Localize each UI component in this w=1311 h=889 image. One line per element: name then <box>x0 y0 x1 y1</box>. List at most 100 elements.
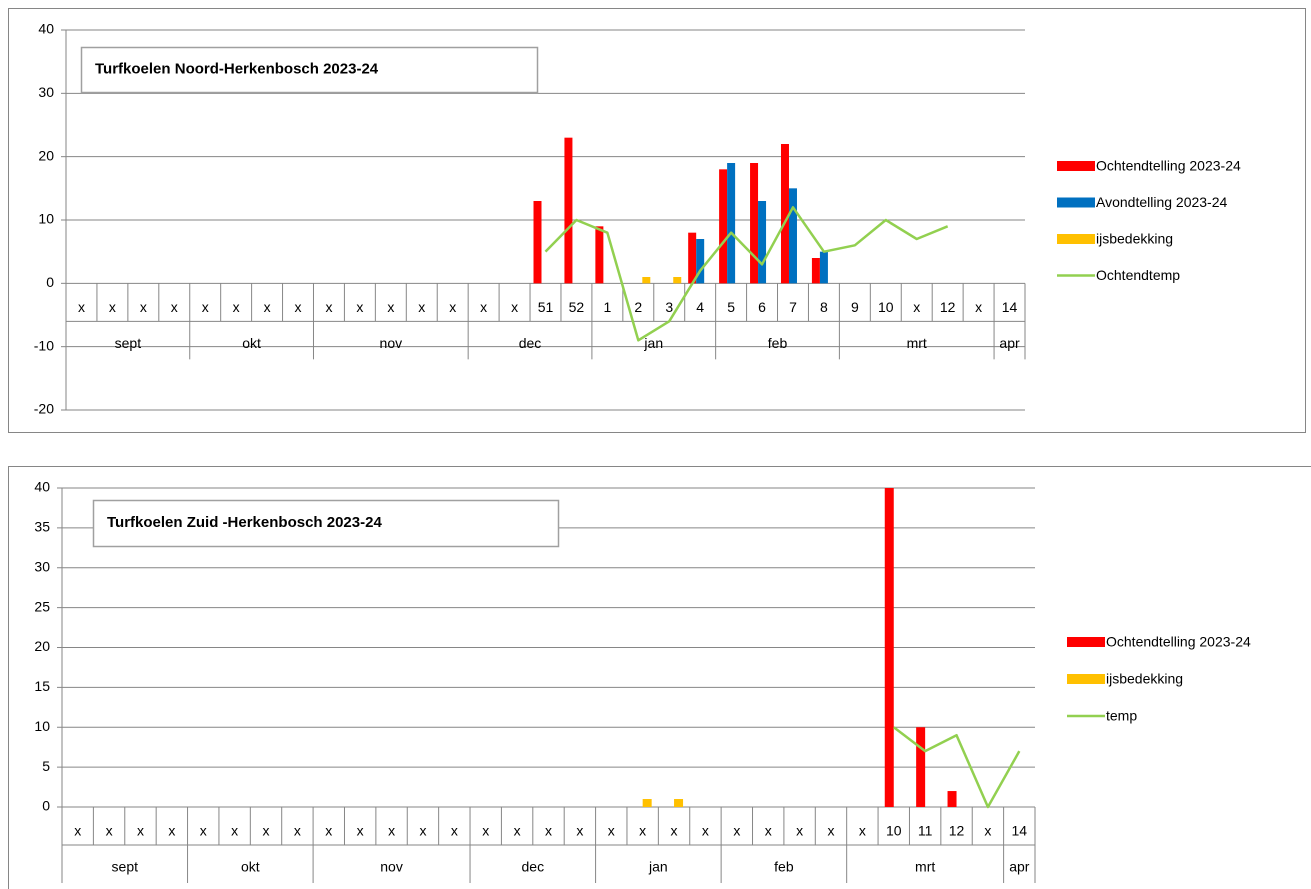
bar <box>780 144 789 284</box>
month-label: okt <box>241 859 260 875</box>
bar <box>642 799 652 807</box>
x-tick-label: x <box>356 299 363 315</box>
bar <box>642 277 651 284</box>
bar <box>727 163 736 284</box>
y-tick-label: 20 <box>38 147 54 163</box>
month-label: jan <box>643 335 663 351</box>
x-tick-label: x <box>765 823 772 839</box>
month-label: feb <box>768 335 788 351</box>
chart-title: Turfkoelen Noord-Herkenbosch 2023-24 <box>95 60 379 77</box>
x-tick-label: x <box>233 299 240 315</box>
y-tick-label: 25 <box>34 598 50 614</box>
month-label: apr <box>1009 859 1030 875</box>
x-tick-label: x <box>702 823 709 839</box>
month-label: okt <box>242 335 261 351</box>
x-tick-label: x <box>511 299 518 315</box>
line <box>893 726 1021 809</box>
x-tick-label: x <box>418 299 425 315</box>
legend-swatch <box>1067 674 1105 684</box>
x-tick-label: x <box>294 823 301 839</box>
bar <box>916 727 926 807</box>
x-tick-label: x <box>325 823 332 839</box>
x-tick-label: x <box>388 823 395 839</box>
legend-label: Ochtendtelling 2023-24 <box>1096 158 1241 174</box>
month-label: feb <box>774 859 794 875</box>
x-tick-label: x <box>419 823 426 839</box>
legend-swatch <box>1067 637 1105 647</box>
x-tick-label: x <box>231 823 238 839</box>
y-tick-label: 20 <box>34 638 50 654</box>
y-tick-label: 40 <box>38 21 54 37</box>
x-tick-label: x <box>984 823 991 839</box>
y-tick-label: 15 <box>34 678 50 694</box>
x-tick-label: 6 <box>758 299 766 315</box>
x-tick-label: 1 <box>603 299 611 315</box>
legend-label: ijsbedekking <box>1096 231 1173 247</box>
x-tick-label: 52 <box>569 299 585 315</box>
x-tick-label: 9 <box>851 299 859 315</box>
x-tick-label: 12 <box>940 299 956 315</box>
bar <box>819 251 828 284</box>
y-tick-label: 0 <box>42 798 50 814</box>
y-tick-label: -10 <box>34 337 54 353</box>
x-tick-label: x <box>449 299 456 315</box>
x-tick-label: 7 <box>789 299 797 315</box>
y-tick-label: -20 <box>34 401 54 417</box>
bar <box>811 258 820 284</box>
x-tick-label: x <box>733 823 740 839</box>
x-tick-label: x <box>387 299 394 315</box>
x-tick-label: x <box>200 823 207 839</box>
x-tick-label: x <box>171 299 178 315</box>
x-tick-label: x <box>576 823 583 839</box>
y-tick-label: 5 <box>42 758 50 774</box>
bar <box>688 232 697 284</box>
bar <box>673 277 682 284</box>
bar <box>758 201 767 284</box>
bar <box>533 201 542 284</box>
x-tick-label: 10 <box>886 823 902 839</box>
x-tick-label: x <box>202 299 209 315</box>
x-tick-label: x <box>671 823 678 839</box>
x-tick-label: x <box>137 823 144 839</box>
x-tick-label: x <box>639 823 646 839</box>
x-tick-label: x <box>514 823 521 839</box>
x-tick-label: x <box>913 299 920 315</box>
month-label: sept <box>115 335 142 351</box>
legend-label: ijsbedekking <box>1106 671 1183 687</box>
bar <box>788 188 797 284</box>
month-label: sept <box>112 859 139 875</box>
y-tick-label: 30 <box>34 558 50 574</box>
y-tick-label: 35 <box>34 519 50 535</box>
x-tick-label: x <box>859 823 866 839</box>
x-tick-label: 4 <box>696 299 704 315</box>
month-label: mrt <box>915 859 935 875</box>
legend-swatch <box>1057 197 1095 208</box>
legend-label: Ochtendtemp <box>1096 267 1180 283</box>
x-tick-label: x <box>357 823 364 839</box>
legend-swatch <box>1057 234 1095 244</box>
x-tick-label: x <box>264 299 271 315</box>
month-label: dec <box>519 335 542 351</box>
month-label: nov <box>380 335 403 351</box>
month-label: jan <box>648 859 668 875</box>
y-tick-label: 10 <box>38 211 54 227</box>
x-tick-label: 11 <box>918 823 933 839</box>
bar <box>884 488 894 807</box>
x-tick-label: 51 <box>538 299 554 315</box>
month-label: nov <box>380 859 403 875</box>
x-tick-label: x <box>78 299 85 315</box>
x-tick-label: x <box>827 823 834 839</box>
x-tick-label: x <box>168 823 175 839</box>
bar <box>947 791 957 807</box>
bar <box>696 239 705 284</box>
legend-label: Avondtelling 2023-24 <box>1096 194 1228 210</box>
x-tick-label: 3 <box>665 299 673 315</box>
x-tick-label: 10 <box>878 299 894 315</box>
x-tick-label: x <box>482 823 489 839</box>
y-tick-label: 40 <box>34 479 50 495</box>
legend-swatch <box>1057 161 1095 171</box>
x-tick-label: x <box>608 823 615 839</box>
line <box>544 206 949 342</box>
x-tick-label: 14 <box>1012 823 1028 839</box>
